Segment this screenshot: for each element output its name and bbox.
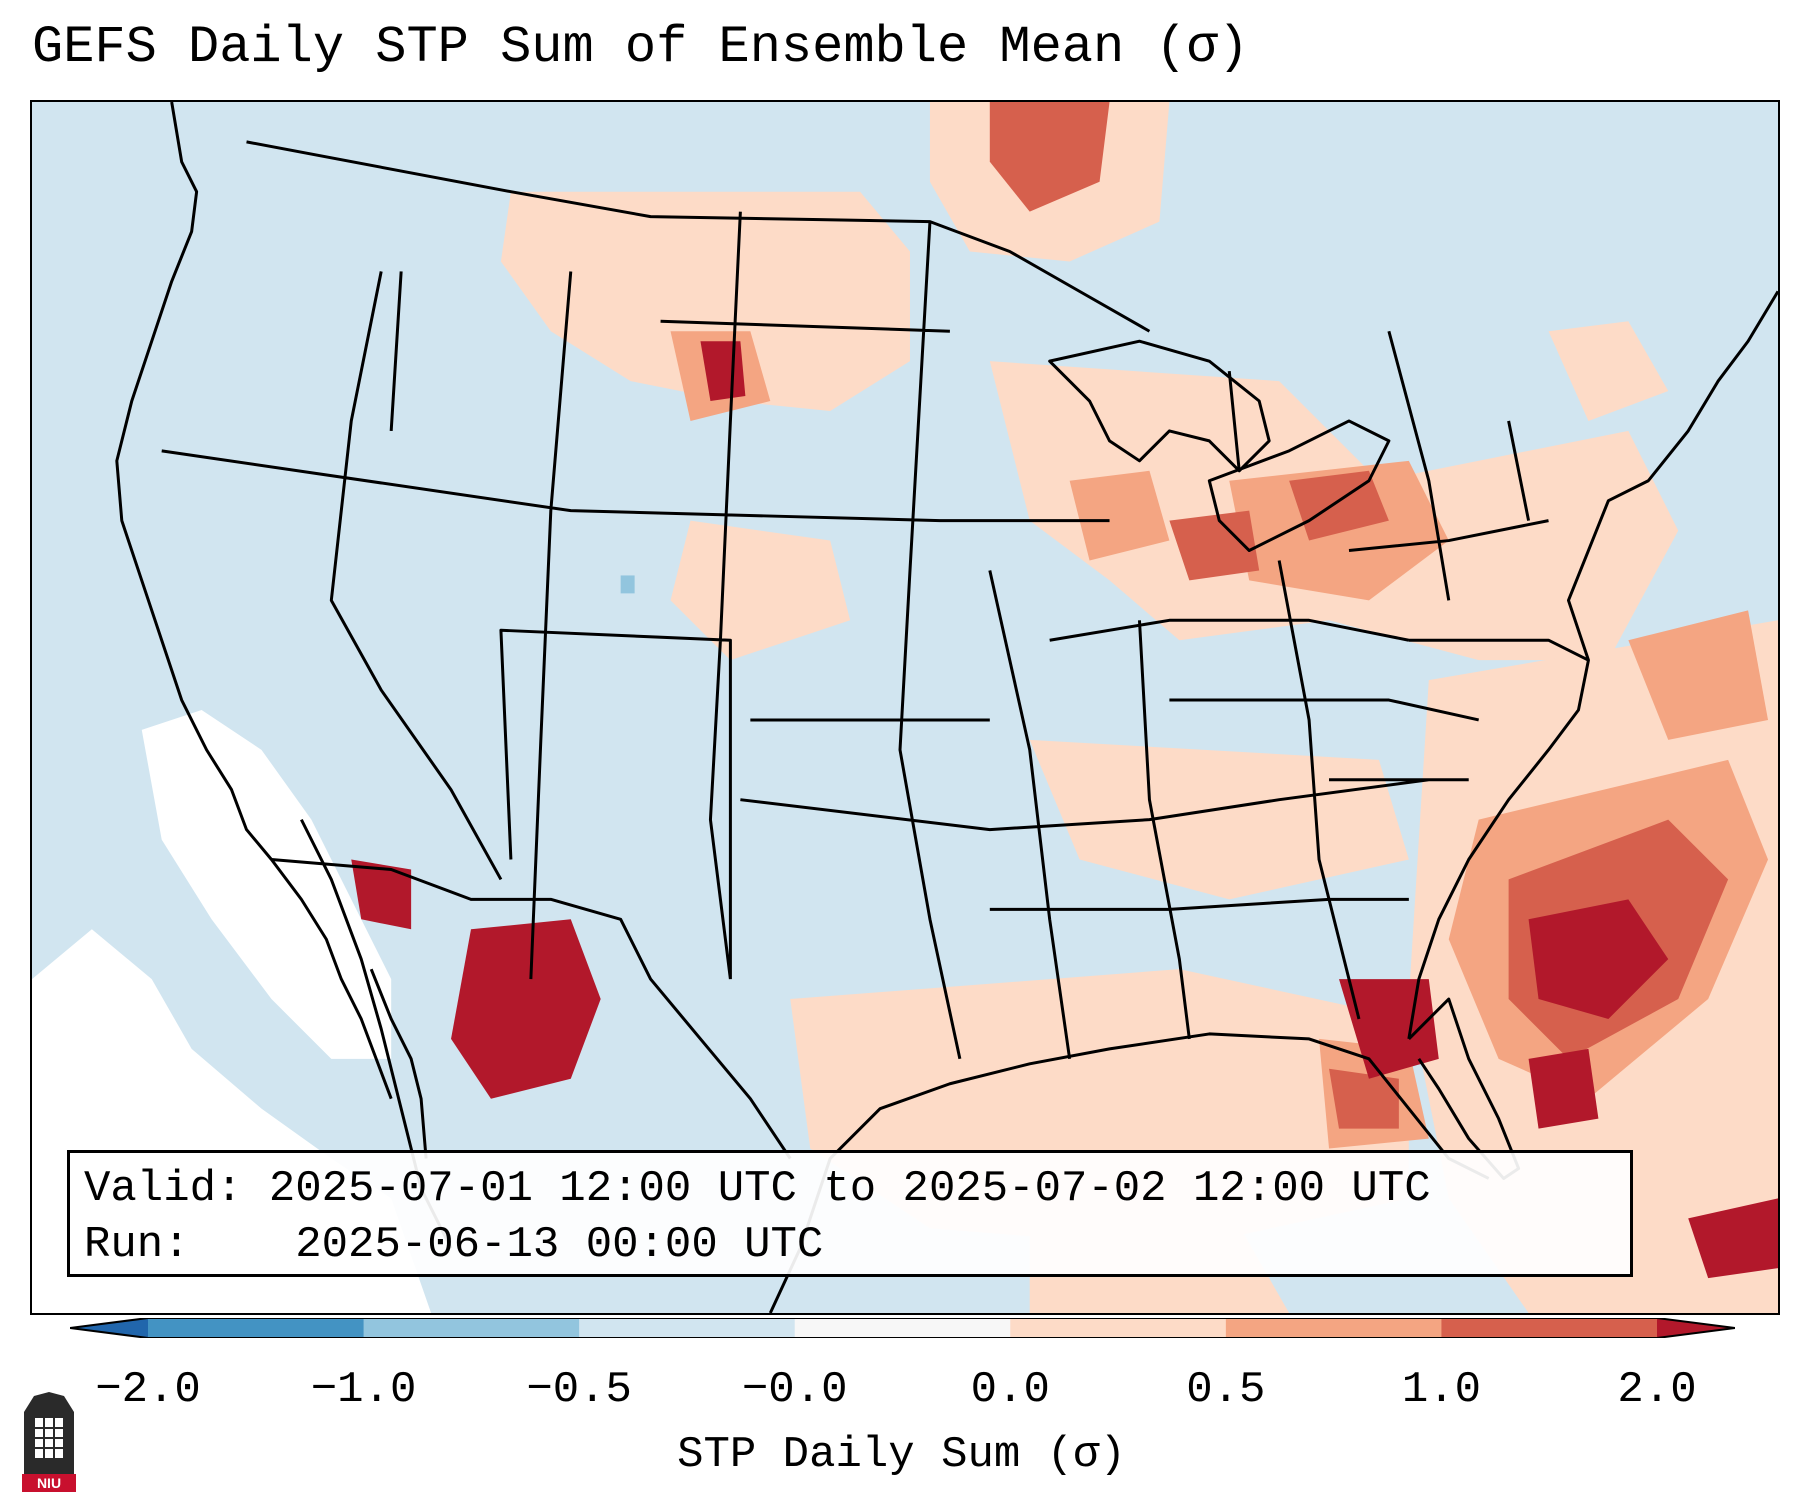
map-svg xyxy=(32,102,1778,1313)
anomaly-region xyxy=(1169,510,1260,581)
colorbar-tick-label: −0.5 xyxy=(526,1365,632,1415)
colorbar-extend-low xyxy=(70,1318,148,1338)
negative-anomaly-pixel xyxy=(620,575,635,594)
colorbar xyxy=(70,1318,1735,1338)
anomaly-region xyxy=(989,102,1110,212)
valid-time-range: 2025-07-01 12:00 UTC to 2025-07-02 12:00… xyxy=(268,1164,1431,1214)
anomaly-region xyxy=(451,919,601,1099)
colorbar-bin xyxy=(1441,1318,1658,1338)
anomaly-region xyxy=(1289,470,1389,541)
colorbar-tick-label: −0.0 xyxy=(741,1365,848,1415)
colorbar-bin xyxy=(148,1318,365,1338)
colorbar-tick-label: 0.5 xyxy=(1186,1365,1266,1415)
colorbar-bin xyxy=(1010,1318,1227,1338)
east-coastline xyxy=(1407,290,1778,1040)
anomaly-region xyxy=(1528,1048,1599,1129)
chart-title: GEFS Daily STP Sum of Ensemble Mean (σ) xyxy=(32,18,1249,77)
canada-us-border xyxy=(246,140,1151,333)
anomaly-region xyxy=(1029,739,1409,900)
colorbar-tick-label: 1.0 xyxy=(1401,1365,1482,1415)
map-panel xyxy=(30,100,1780,1315)
mexico-coast xyxy=(369,968,428,1159)
anomaly-region xyxy=(670,520,851,661)
colorbar-tick-label: −1.0 xyxy=(310,1365,417,1415)
validity-info-box: Valid: 2025-07-01 12:00 UTC to 2025-07-0… xyxy=(67,1150,1633,1277)
mexico-us-border xyxy=(271,858,792,1160)
colorbar-extend-high xyxy=(1657,1318,1735,1338)
anomaly-light-layer xyxy=(500,102,1778,1313)
colorbar-bin xyxy=(363,1318,580,1338)
colorbar-bin xyxy=(1225,1318,1442,1338)
great-lakes xyxy=(1048,339,1391,553)
anomaly-region xyxy=(1329,1068,1399,1129)
colorbar-tick-label: 0.0 xyxy=(970,1365,1050,1415)
colorbar-bin xyxy=(579,1318,796,1338)
run-label: Run: xyxy=(84,1220,190,1270)
anomaly-region xyxy=(500,191,910,411)
anomaly-region xyxy=(351,859,412,930)
colorbar-tick-label: 2.0 xyxy=(1617,1365,1697,1415)
anomaly-region xyxy=(1548,321,1669,421)
state-lines xyxy=(161,211,1590,1060)
anomaly-region xyxy=(1628,610,1769,740)
colorbar-bin xyxy=(794,1318,1011,1338)
colorbar-label: STP Daily Sum (σ) xyxy=(677,1430,1126,1480)
anomaly-region xyxy=(1528,899,1669,1019)
anomaly-region xyxy=(1688,1198,1778,1279)
svg-text:NIU: NIU xyxy=(37,1475,61,1491)
west-coastline xyxy=(115,102,393,1100)
niu-logo: NIU xyxy=(22,1392,76,1492)
colorbar-tick-label: −2.0 xyxy=(95,1365,201,1415)
valid-label: Valid: xyxy=(84,1164,243,1214)
run-time: 2025-06-13 00:00 UTC xyxy=(295,1220,824,1270)
anomaly-region xyxy=(1069,470,1170,561)
